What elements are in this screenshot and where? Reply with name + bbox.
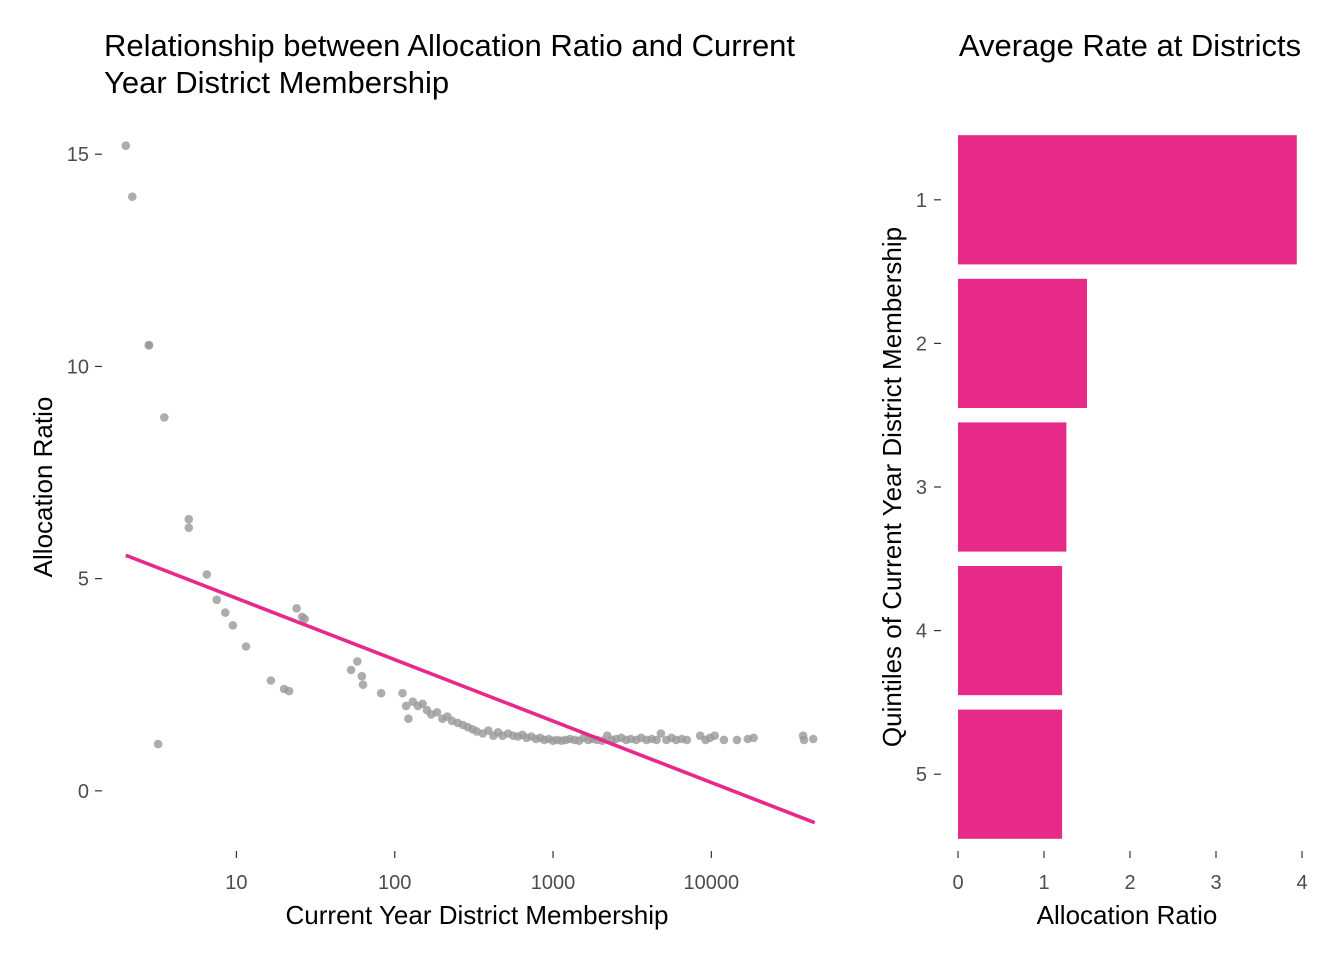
scatter-title-line1: Relationship between Allocation Ratio an… xyxy=(104,28,795,63)
bar-x-tick-label: 0 xyxy=(952,872,963,894)
bar-x-tick-label: 1 xyxy=(1038,872,1049,894)
scatter-point xyxy=(682,735,692,745)
y-tick-label: 0 xyxy=(78,781,89,803)
scatter-y-axis-title: Allocation Ratio xyxy=(28,397,58,578)
x-tick-label: 100 xyxy=(378,872,411,894)
scatter-point xyxy=(353,657,362,666)
scatter-title-line2: Year District Membership xyxy=(104,65,449,100)
scatter-point xyxy=(284,686,294,696)
scatter-point xyxy=(160,413,169,422)
bars xyxy=(958,135,1297,839)
bar-y-tick-label: 5 xyxy=(916,764,927,786)
bar-x-tick-label: 3 xyxy=(1210,872,1221,894)
y-tick-label: 15 xyxy=(67,144,89,166)
bar-quintile-3 xyxy=(958,422,1067,552)
scatter-point xyxy=(128,192,137,201)
scatter-point xyxy=(719,735,729,745)
scatter-point xyxy=(432,708,442,717)
scatter-point xyxy=(656,729,666,738)
x-tick-label: 1000 xyxy=(531,872,576,894)
scatter-y-axis: 0 5 10 15 xyxy=(67,144,102,803)
bar-quintile-1 xyxy=(958,135,1297,265)
bar-quintile-4 xyxy=(958,566,1063,696)
bar-y-axis-title: Quintiles of Current Year District Membe… xyxy=(877,227,907,747)
scatter-point xyxy=(266,676,276,685)
y-tick-label: 5 xyxy=(78,569,89,591)
scatter-point xyxy=(212,595,221,605)
scatter-point xyxy=(300,614,310,624)
scatter-point xyxy=(292,604,301,613)
scatter-point xyxy=(652,735,661,745)
bar-y-tick-label: 2 xyxy=(916,333,927,355)
scatter-point xyxy=(202,570,212,579)
scatter-point xyxy=(241,642,251,651)
bar-quintile-2 xyxy=(958,278,1087,408)
scatter-point xyxy=(404,714,413,723)
scatter-point xyxy=(710,731,719,740)
scatter-point xyxy=(401,701,411,711)
scatter-point xyxy=(799,735,809,745)
scatter-point xyxy=(153,739,163,749)
x-tick-label: 10 xyxy=(225,872,247,894)
scatter-point xyxy=(418,699,427,709)
scatter-points xyxy=(121,141,818,749)
bar-y-axis: 1 2 3 4 5 xyxy=(916,190,941,786)
bar-y-tick-label: 4 xyxy=(916,621,927,643)
scatter-point xyxy=(144,340,154,350)
bar-quintile-5 xyxy=(958,709,1063,839)
bar-y-tick-label: 1 xyxy=(916,190,927,212)
scatter-trend xyxy=(125,553,816,825)
scatter-point xyxy=(732,735,742,745)
bar-x-tick-label: 4 xyxy=(1296,872,1307,894)
scatter-point xyxy=(749,733,758,743)
scatter-point xyxy=(398,688,407,698)
bar-x-axis-title: Allocation Ratio xyxy=(1037,900,1218,930)
scatter-point xyxy=(121,141,131,150)
bar-title: Average Rate at Districts xyxy=(959,28,1301,63)
scatter-point xyxy=(808,734,818,744)
scatter-x-axis-title: Current Year District Membership xyxy=(286,900,669,930)
scatter-point xyxy=(184,514,194,524)
bar-panel: Average Rate at Districts 1 2 3 4 5 0 1 2 3 4 Al… xyxy=(877,28,1308,930)
scatter-point xyxy=(376,688,386,698)
scatter-point xyxy=(346,665,356,675)
scatter-x-axis: 10 100 1000 10000 xyxy=(225,851,739,894)
bar-y-tick-label: 3 xyxy=(916,477,927,499)
scatter-point xyxy=(358,680,368,689)
scatter-point xyxy=(357,671,367,681)
y-tick-label: 10 xyxy=(67,356,89,378)
scatter-point xyxy=(221,608,230,617)
trend-line xyxy=(125,553,816,825)
scatter-point xyxy=(184,523,194,532)
x-tick-label: 10000 xyxy=(684,872,740,894)
bar-x-axis: 0 1 2 3 4 xyxy=(952,851,1308,894)
scatter-point xyxy=(228,621,238,630)
bar-x-tick-label: 2 xyxy=(1124,872,1135,894)
scatter-panel: Relationship between Allocation Ratio an… xyxy=(28,28,818,930)
